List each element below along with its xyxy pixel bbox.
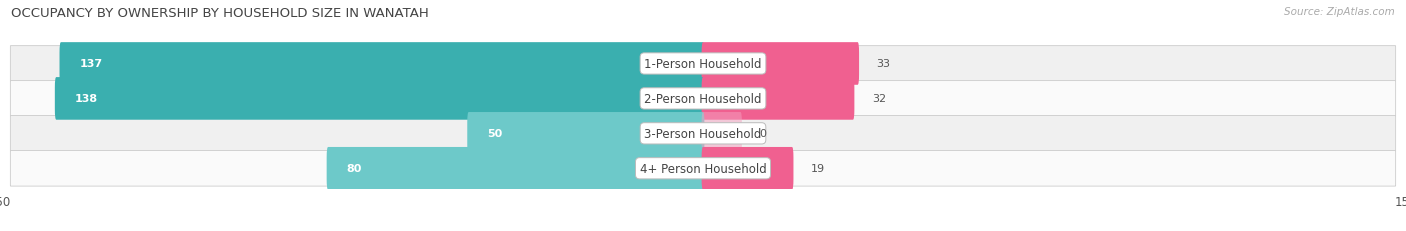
FancyBboxPatch shape (326, 147, 704, 190)
FancyBboxPatch shape (55, 78, 704, 120)
FancyBboxPatch shape (10, 151, 1396, 186)
Text: 33: 33 (876, 59, 890, 69)
FancyBboxPatch shape (702, 78, 855, 120)
FancyBboxPatch shape (10, 46, 1396, 82)
Text: Source: ZipAtlas.com: Source: ZipAtlas.com (1284, 7, 1395, 17)
Text: 3-Person Household: 3-Person Household (644, 127, 762, 140)
Text: 138: 138 (75, 94, 98, 104)
Text: 19: 19 (811, 164, 825, 173)
Text: 137: 137 (80, 59, 103, 69)
FancyBboxPatch shape (59, 43, 704, 85)
FancyBboxPatch shape (10, 116, 1396, 152)
Text: 1-Person Household: 1-Person Household (644, 58, 762, 71)
Text: 4+ Person Household: 4+ Person Household (640, 162, 766, 175)
Text: OCCUPANCY BY OWNERSHIP BY HOUSEHOLD SIZE IN WANATAH: OCCUPANCY BY OWNERSHIP BY HOUSEHOLD SIZE… (11, 7, 429, 20)
Text: 32: 32 (872, 94, 886, 104)
FancyBboxPatch shape (702, 147, 793, 190)
Text: 50: 50 (488, 129, 503, 139)
FancyBboxPatch shape (702, 43, 859, 85)
Text: 2-Person Household: 2-Person Household (644, 92, 762, 105)
Text: 80: 80 (347, 164, 363, 173)
FancyBboxPatch shape (467, 112, 704, 155)
FancyBboxPatch shape (10, 81, 1396, 117)
FancyBboxPatch shape (702, 112, 742, 155)
Text: 0: 0 (759, 129, 766, 139)
